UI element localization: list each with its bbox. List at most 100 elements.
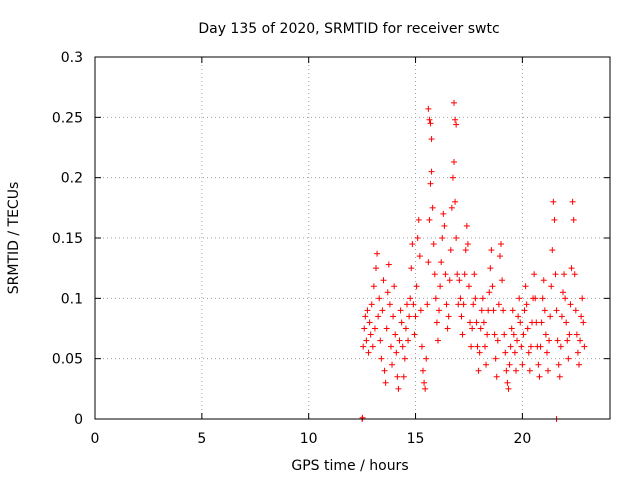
chart-title: Day 135 of 2020, SRMTID for receiver swt…: [198, 21, 499, 37]
data-point: [421, 379, 428, 386]
data-point: [474, 343, 481, 350]
data-point: [574, 349, 581, 356]
data-point: [445, 313, 452, 320]
data-point: [569, 198, 576, 205]
data-point: [500, 307, 507, 314]
data-point: [523, 301, 530, 308]
data-point: [442, 271, 449, 278]
data-point: [416, 253, 423, 260]
data-point: [369, 343, 376, 350]
data-point: [456, 277, 463, 284]
data-point: [424, 301, 431, 308]
data-point: [522, 283, 529, 290]
data-point: [502, 349, 509, 356]
data-point: [408, 265, 415, 272]
data-point: [452, 198, 459, 205]
data-point: [578, 313, 585, 320]
data-point: [520, 331, 527, 338]
data-point: [563, 319, 570, 326]
data-point: [577, 337, 584, 344]
data-point: [411, 331, 418, 338]
x-tick-label: 0: [91, 431, 100, 447]
data-point: [515, 313, 522, 320]
data-point: [470, 301, 477, 308]
data-point: [504, 379, 511, 386]
data-point: [449, 174, 456, 181]
data-point: [537, 343, 544, 350]
data-point: [434, 337, 441, 344]
data-point: [501, 331, 508, 338]
data-point: [429, 204, 436, 211]
data-point: [539, 295, 546, 302]
data-point: [390, 313, 397, 320]
data-point: [475, 367, 482, 374]
data-point: [496, 253, 503, 260]
data-point: [581, 343, 588, 350]
y-tick-label: 0.15: [52, 231, 83, 247]
data-point: [364, 307, 371, 314]
data-point: [376, 295, 383, 302]
data-point: [361, 325, 368, 332]
y-tick-label: 0.05: [52, 352, 83, 368]
data-point: [378, 355, 385, 362]
data-point: [409, 241, 416, 248]
data-point: [467, 319, 474, 326]
data-point: [553, 307, 560, 314]
data-point: [536, 373, 543, 380]
data-point: [398, 319, 405, 326]
data-point: [458, 313, 465, 320]
data-point: [552, 271, 559, 278]
data-point: [366, 319, 373, 326]
data-point: [455, 301, 462, 308]
data-point: [420, 367, 427, 374]
data-point: [490, 307, 497, 314]
data-point: [382, 379, 389, 386]
data-point: [431, 271, 438, 278]
data-point: [486, 289, 493, 296]
data-point: [521, 307, 528, 314]
data-point: [363, 337, 370, 344]
data-point: [371, 325, 378, 332]
data-point: [557, 343, 564, 350]
data-point: [385, 261, 392, 268]
data-point: [384, 289, 391, 296]
data-point: [428, 168, 435, 175]
data-point: [519, 361, 526, 368]
data-point: [564, 337, 571, 344]
x-axis-label: GPS time / hours: [291, 458, 408, 474]
data-point: [469, 325, 476, 332]
data-point: [396, 337, 403, 344]
data-point: [477, 325, 484, 332]
data-point: [423, 355, 430, 362]
data-point: [568, 265, 575, 272]
data-point: [498, 241, 505, 248]
data-point: [499, 277, 506, 284]
data-point: [554, 337, 561, 344]
data-point: [545, 367, 552, 374]
data-point: [505, 385, 512, 392]
data-point: [487, 265, 494, 272]
x-tick-label: 20: [513, 431, 531, 447]
data-point: [580, 319, 587, 326]
data-point: [414, 235, 421, 241]
data-point: [437, 283, 444, 290]
data-point: [463, 222, 470, 229]
plot-frame: [94, 56, 611, 420]
grid: [95, 57, 610, 419]
data-point: [503, 367, 510, 374]
data-point: [451, 99, 458, 106]
data-point: [413, 283, 420, 290]
data-point: [394, 373, 401, 380]
data-point: [433, 319, 440, 326]
data-point: [525, 349, 532, 356]
axis-ticks: 0 5 10 15 20 0 0.05 0.1 0.15 0.2 0.25 0.3: [52, 50, 610, 447]
y-tick-label: 0.25: [52, 110, 83, 126]
data-point: [401, 355, 408, 362]
data-point: [524, 325, 531, 332]
data-point: [359, 414, 366, 421]
data-point: [579, 295, 586, 302]
data-point: [492, 355, 499, 362]
data-point: [516, 295, 523, 302]
data-point: [432, 295, 439, 302]
